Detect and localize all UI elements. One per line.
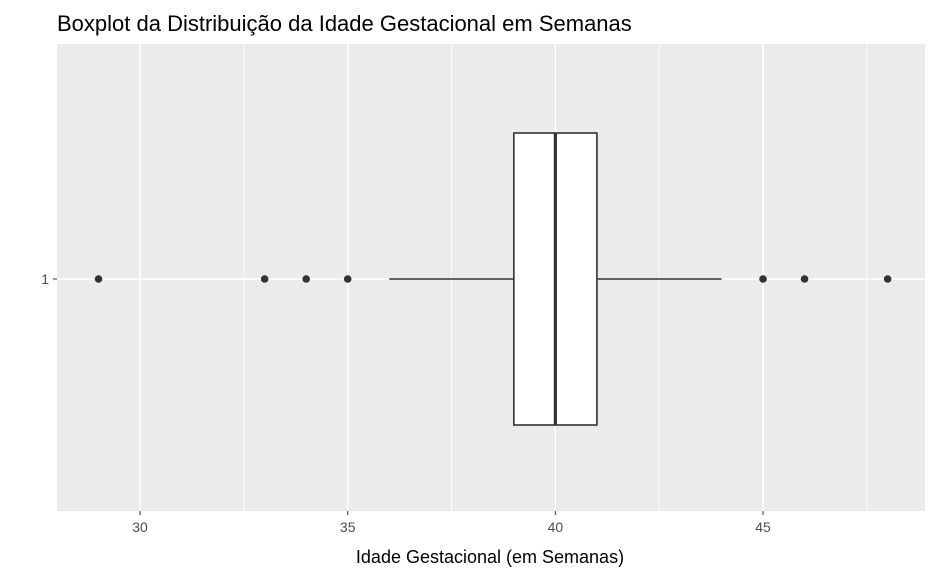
x-tick-label: 35 (340, 519, 356, 535)
outlier-point (759, 275, 767, 283)
y-tick-label: 1 (41, 271, 49, 287)
x-tick-label: 30 (132, 519, 148, 535)
outlier-point (260, 275, 269, 283)
plot-panel (57, 44, 925, 511)
outlier-point (343, 275, 352, 283)
outlier-point (883, 275, 892, 283)
chart-title: Boxplot da Distribuição da Idade Gestaci… (57, 11, 632, 36)
x-axis-title: Idade Gestacional (em Semanas) (356, 547, 624, 567)
outlier-point (800, 275, 809, 283)
outlier-point (302, 275, 310, 283)
x-tick-label: 45 (755, 519, 771, 535)
axis-ticks: 30 35 40 45 1 (41, 271, 771, 535)
boxes (94, 132, 892, 426)
x-tick-label: 40 (548, 519, 564, 535)
outlier-point (94, 275, 103, 283)
